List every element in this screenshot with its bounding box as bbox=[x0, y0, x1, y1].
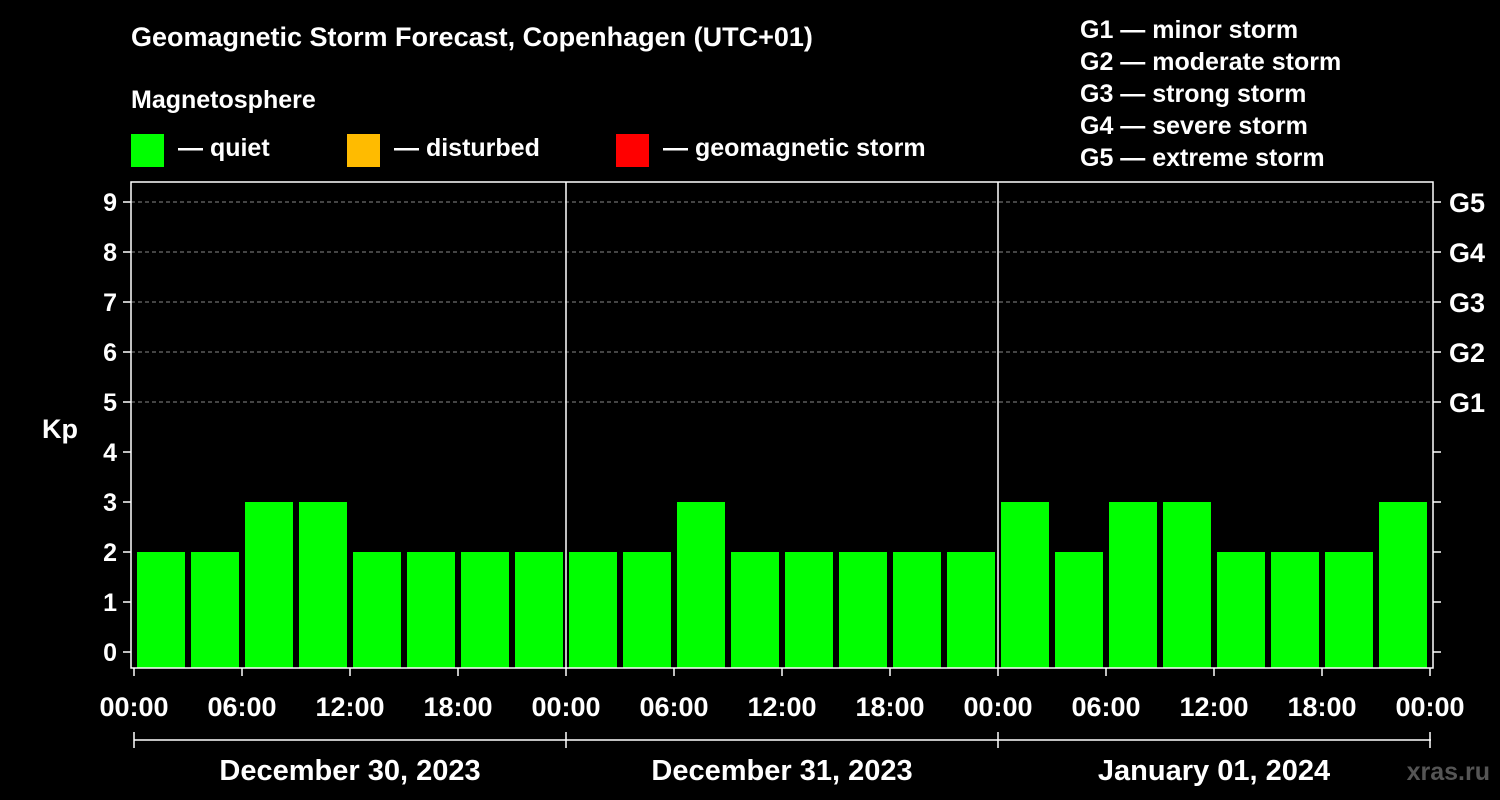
magnetosphere-heading: Magnetosphere bbox=[131, 86, 316, 114]
date-label: December 30, 2023 bbox=[219, 755, 480, 787]
y-tick-label: 0 bbox=[103, 639, 117, 667]
axis-layer: 0 1 2 3 4 5 6 7 8 9 G1 G2 G3 G4 G5 00:00 06:00 12:00 18:00… bbox=[99, 181, 1485, 787]
kp-bar bbox=[245, 502, 293, 668]
storm-level-label: G4 bbox=[1449, 238, 1485, 268]
date-label: January 01, 2024 bbox=[1098, 755, 1330, 787]
storm-level-label: G3 bbox=[1449, 288, 1485, 318]
grid-layer bbox=[131, 182, 1433, 668]
legend-label-quiet: — quiet bbox=[178, 134, 270, 162]
x-tick-label: 18:00 bbox=[423, 692, 492, 722]
y-tick-label: 5 bbox=[103, 389, 117, 417]
scale-g1: G1 — minor storm bbox=[1080, 16, 1299, 44]
kp-bar bbox=[1379, 502, 1427, 668]
kp-bar bbox=[299, 502, 347, 668]
x-tick-label: 12:00 bbox=[1179, 692, 1248, 722]
x-tick-label: 00:00 bbox=[963, 692, 1032, 722]
x-tick-label: 00:00 bbox=[531, 692, 600, 722]
legend: — quiet — disturbed — geomagnetic storm bbox=[0, 134, 1000, 170]
scale-g4: G4 — severe storm bbox=[1080, 112, 1308, 140]
kp-bar bbox=[191, 552, 239, 668]
kp-bar bbox=[353, 552, 401, 668]
kp-bar bbox=[461, 552, 509, 668]
x-tick-label: 06:00 bbox=[1071, 692, 1140, 722]
y-tick-label: 7 bbox=[103, 289, 117, 317]
x-tick-label: 12:00 bbox=[747, 692, 816, 722]
y-tick-label: 6 bbox=[103, 339, 117, 367]
storm-level-label: G5 bbox=[1449, 188, 1485, 218]
legend-item-disturbed: — disturbed bbox=[347, 134, 540, 167]
date-label: December 31, 2023 bbox=[651, 755, 912, 787]
y-tick-label: 3 bbox=[103, 489, 117, 517]
y-tick-label: 1 bbox=[103, 589, 117, 617]
kp-bar bbox=[1271, 552, 1319, 668]
kp-bar bbox=[1163, 502, 1211, 668]
bar-layer bbox=[137, 502, 1427, 668]
x-tick-label: 12:00 bbox=[315, 692, 384, 722]
scale-g3: G3 — strong storm bbox=[1080, 80, 1307, 108]
kp-bar bbox=[947, 552, 995, 668]
x-tick-label: 06:00 bbox=[207, 692, 276, 722]
storm-scale-list: G1 — minor storm G2 — moderate storm G3 … bbox=[1080, 14, 1341, 174]
legend-item-storm: — geomagnetic storm bbox=[616, 134, 926, 167]
y-tick-label: 2 bbox=[103, 539, 117, 567]
x-tick-label: 00:00 bbox=[1395, 692, 1464, 722]
kp-bar bbox=[1325, 552, 1373, 668]
y-tick-label: 8 bbox=[103, 239, 117, 267]
kp-bar bbox=[569, 552, 617, 668]
kp-bar bbox=[623, 552, 671, 668]
kp-bar bbox=[1217, 552, 1265, 668]
kp-bar bbox=[407, 552, 455, 668]
legend-label-disturbed: — disturbed bbox=[394, 134, 540, 162]
storm-swatch bbox=[616, 134, 649, 167]
kp-bar bbox=[1109, 502, 1157, 668]
quiet-swatch bbox=[131, 134, 164, 167]
x-tick-label: 00:00 bbox=[99, 692, 168, 722]
kp-bar bbox=[1001, 502, 1049, 668]
kp-bar bbox=[515, 552, 563, 668]
y-tick-label: 4 bbox=[103, 439, 117, 467]
storm-level-label: G1 bbox=[1449, 388, 1485, 418]
y-tick-label: 9 bbox=[103, 189, 117, 217]
y-axis-label: Kp bbox=[42, 414, 78, 444]
chart-title: Geomagnetic Storm Forecast, Copenhagen (… bbox=[131, 22, 813, 52]
scale-g5: G5 — extreme storm bbox=[1080, 144, 1325, 172]
x-tick-label: 18:00 bbox=[855, 692, 924, 722]
legend-item-quiet: — quiet bbox=[131, 134, 270, 167]
storm-level-label: G2 bbox=[1449, 338, 1485, 368]
x-tick-label: 18:00 bbox=[1287, 692, 1356, 722]
kp-bar bbox=[893, 552, 941, 668]
kp-bar bbox=[137, 552, 185, 668]
kp-bar bbox=[785, 552, 833, 668]
scale-g2: G2 — moderate storm bbox=[1080, 48, 1342, 76]
legend-label-storm: — geomagnetic storm bbox=[663, 134, 926, 162]
disturbed-swatch bbox=[347, 134, 380, 167]
kp-bar bbox=[839, 552, 887, 668]
kp-bar bbox=[731, 552, 779, 668]
watermark: xras.ru bbox=[1407, 758, 1490, 786]
kp-bar bbox=[677, 502, 725, 668]
kp-bar bbox=[1055, 552, 1103, 668]
x-tick-label: 06:00 bbox=[639, 692, 708, 722]
